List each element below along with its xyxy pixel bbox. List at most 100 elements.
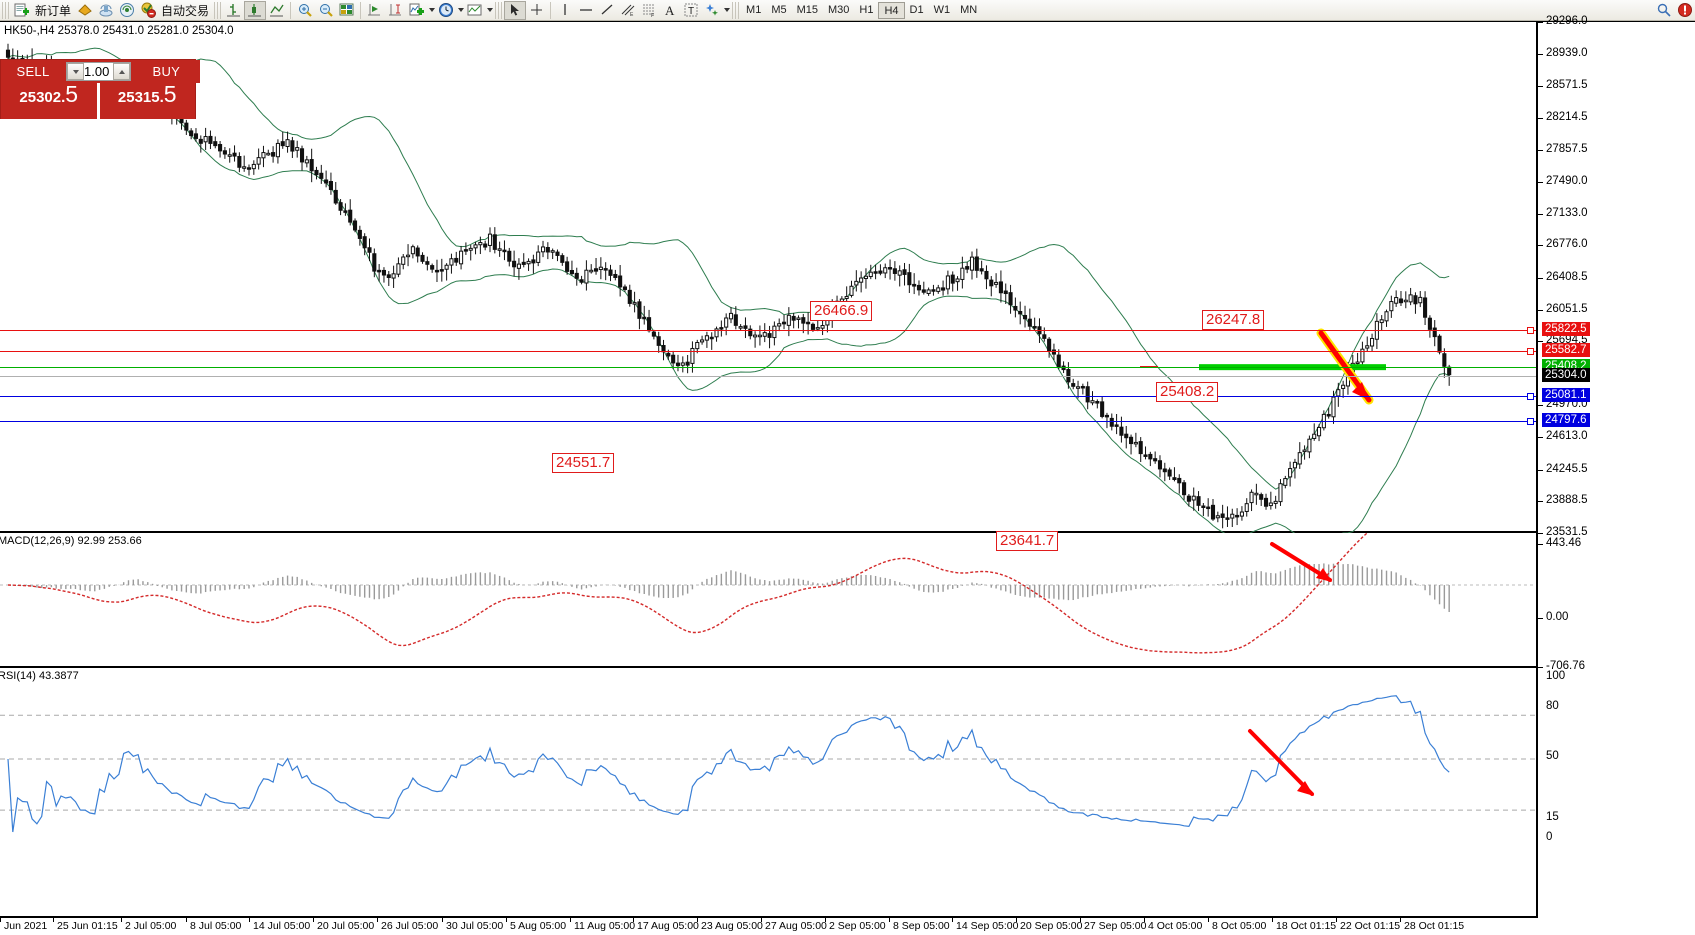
equidistant-channel-icon[interactable]: E	[617, 1, 638, 20]
toolbar-grip-3[interactable]	[495, 1, 503, 19]
price-level-badge-resistance[interactable]: 25582.7	[1542, 343, 1590, 358]
auto-scroll-icon[interactable]	[364, 1, 385, 20]
volume-input[interactable]: 1.00	[84, 63, 114, 80]
price-level-handle[interactable]	[1527, 348, 1534, 356]
timeframe-h1-button[interactable]: H1	[859, 3, 874, 16]
period-dropdown-caret[interactable]	[458, 8, 465, 12]
buy-button[interactable]: BUY	[132, 60, 201, 83]
price-level-line-target[interactable]	[0, 395, 1536, 397]
chart-shift-icon[interactable]	[385, 1, 406, 20]
auto-trading-label[interactable]: 自动交易	[161, 3, 210, 18]
line-chart-icon[interactable]	[266, 1, 287, 20]
candlestick	[1442, 348, 1447, 378]
vertical-line-icon[interactable]	[554, 1, 575, 20]
buy-price-main: 25315	[117, 89, 160, 106]
time-axis-tick	[1336, 918, 1337, 922]
timeframe-w1-button[interactable]: W1	[933, 3, 951, 16]
shapes-dropdown-caret[interactable]	[724, 8, 731, 12]
volume-stepper[interactable]: 1.00	[66, 62, 132, 81]
text-label-icon[interactable]: A	[659, 1, 680, 20]
price-level-line-resistance[interactable]	[0, 351, 1536, 353]
templates-icon[interactable]	[464, 1, 485, 20]
macd-down-arrow[interactable]	[1270, 542, 1332, 582]
templates-dropdown-caret[interactable]	[487, 8, 494, 12]
macd-signal-line	[7, 533, 1369, 654]
text-icon[interactable]: T	[680, 1, 701, 20]
horizontal-line-icon[interactable]	[575, 1, 596, 20]
time-axis-label: 8 Sep 05:00	[893, 920, 950, 932]
data-center-icon[interactable]	[95, 1, 116, 20]
axis-tick-mark	[1538, 149, 1543, 151]
rsi-panel[interactable]: RSI(14) 43.3877	[0, 668, 1536, 918]
candlestick	[627, 284, 632, 307]
candlestick	[449, 253, 454, 274]
candlestick	[1268, 491, 1273, 510]
one-click-trading-panel[interactable]: SELL 1.00 BUY 25302 . 5 25315 . 5	[0, 59, 201, 119]
price-level-line-resistance[interactable]	[0, 329, 1536, 331]
search-icon[interactable]	[1653, 1, 1674, 20]
signals-icon[interactable]	[116, 1, 137, 20]
cursor-icon[interactable]	[504, 0, 527, 20]
trendline-icon[interactable]	[596, 1, 617, 20]
volume-decrease-button[interactable]	[67, 63, 84, 80]
chart-annotation-label[interactable]: 25408.2	[1156, 382, 1219, 402]
sell-price[interactable]: 25302 . 5	[1, 83, 100, 119]
price-level-badge-current-price[interactable]: 25304.0	[1542, 367, 1590, 382]
price-level-handle[interactable]	[1527, 417, 1534, 425]
candlestick	[593, 257, 599, 275]
timeframe-mn-button[interactable]: MN	[960, 3, 978, 16]
chart-area[interactable]: HK50-,H4 25378.0 25431.0 25281.0 25304.0…	[0, 15, 1695, 935]
timeframe-m1-button[interactable]: M1	[746, 3, 762, 16]
rsi-down-arrow[interactable]	[1248, 729, 1314, 796]
expert-advisor-icon[interactable]	[74, 1, 95, 20]
timeframe-m5-button[interactable]: M5	[771, 3, 787, 16]
candlestick	[979, 260, 984, 275]
chart-annotation-label[interactable]: 26466.9	[810, 301, 873, 321]
fibonacci-icon[interactable]: F	[638, 1, 659, 20]
indicators-icon[interactable]	[406, 1, 427, 20]
timeframe-m15-button[interactable]: M15	[796, 3, 818, 16]
new-order-icon[interactable]	[11, 1, 32, 20]
data-window-icon[interactable]	[336, 1, 357, 20]
price-level-badge-target[interactable]: 24797.6	[1542, 412, 1590, 427]
price-axis[interactable]: 29296.0 28939.0 28571.5 28214.5 27857.5 27490…	[1536, 15, 1695, 918]
price-level-badge-resistance[interactable]: 25822.5	[1542, 321, 1590, 336]
candlestick	[974, 248, 979, 278]
price-level-badge-target[interactable]: 25081.1	[1542, 387, 1590, 402]
chart-annotation-label[interactable]: 23641.7	[996, 531, 1059, 551]
candlestick-chart-icon[interactable]	[244, 0, 267, 20]
macd-panel[interactable]: MACD(12,26,9) 92.99 253.66	[0, 533, 1536, 668]
chart-annotation-label[interactable]: 24551.7	[552, 453, 615, 473]
period-icon[interactable]	[435, 1, 456, 20]
candlestick	[415, 245, 420, 263]
price-level-handle[interactable]	[1527, 326, 1534, 334]
shapes-icon[interactable]	[701, 1, 722, 20]
sell-button[interactable]: SELL	[1, 60, 65, 83]
buy-price[interactable]: 25315 . 5	[99, 83, 195, 119]
toolbar-grip[interactable]	[2, 1, 9, 19]
price-level-line-support[interactable]	[0, 366, 1536, 368]
toolbar-grip-2[interactable]	[214, 1, 222, 19]
bar-chart-icon[interactable]	[223, 1, 244, 20]
volume-increase-button[interactable]	[113, 63, 131, 80]
candlestick	[1047, 337, 1052, 358]
timeframe-m30-button[interactable]: M30	[828, 3, 850, 16]
zoom-in-icon[interactable]	[294, 1, 315, 20]
candlestick	[1018, 301, 1023, 325]
indicators-dropdown-caret[interactable]	[429, 8, 436, 12]
crosshair-icon[interactable]	[526, 1, 547, 20]
timeframe-h4-button[interactable]: H4	[878, 1, 905, 19]
timeframe-d1-button[interactable]: D1	[909, 3, 924, 16]
zoom-out-icon[interactable]	[315, 1, 336, 20]
candlestick	[941, 280, 946, 296]
time-axis[interactable]: Jun 2021 25 Jun 01:15 2 Jul 05:00 8 Jul 05:…	[0, 918, 1695, 935]
price-panel[interactable]: HK50-,H4 25378.0 25431.0 25281.0 25304.0	[0, 22, 1536, 533]
candlestick	[406, 244, 411, 267]
price-level-line-target[interactable]	[0, 420, 1536, 422]
alert-icon[interactable]	[1674, 1, 1695, 20]
toolbar-grip-4[interactable]	[732, 1, 740, 19]
price-level-handle[interactable]	[1527, 392, 1534, 400]
auto-trading-icon[interactable]	[137, 1, 158, 20]
chart-annotation-label[interactable]: 26247.8	[1202, 310, 1265, 330]
new-order-label[interactable]: 新订单	[35, 3, 72, 18]
